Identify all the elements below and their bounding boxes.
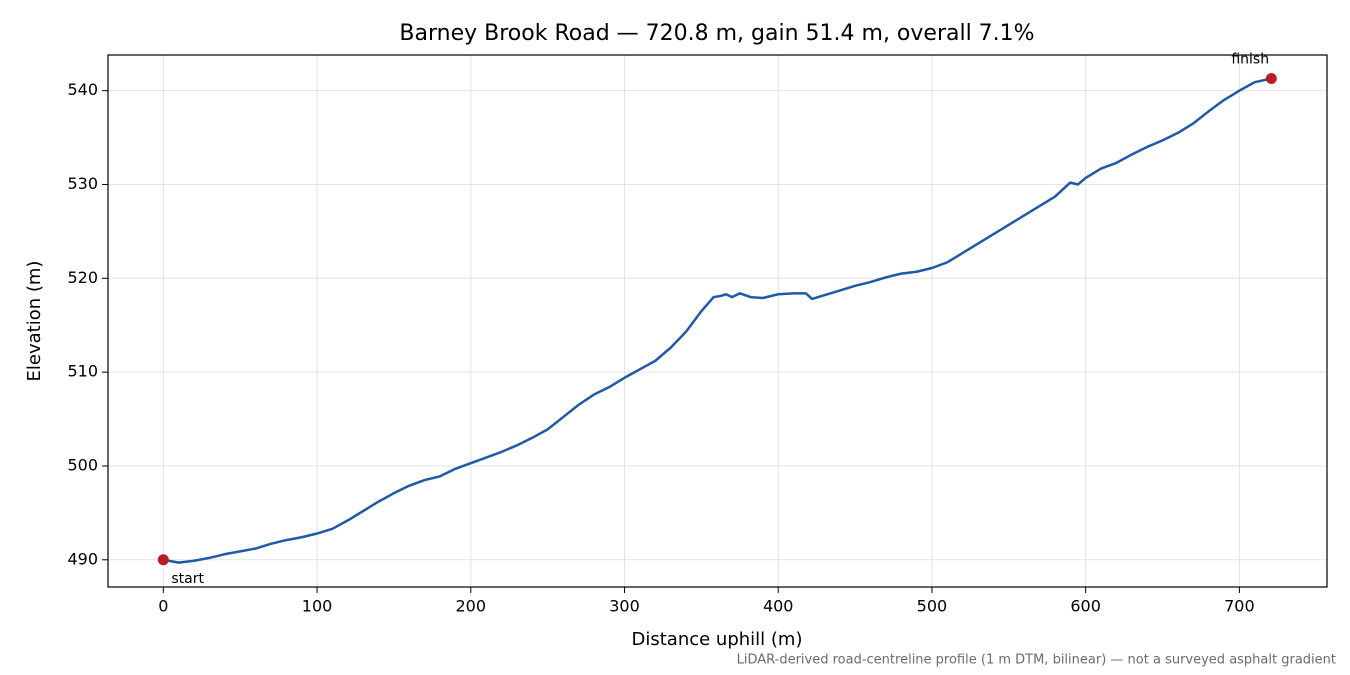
x-tick-label: 0: [158, 597, 168, 616]
chart-title: Barney Brook Road — 720.8 m, gain 51.4 m…: [399, 21, 1034, 46]
endpoint-marker: [1265, 72, 1277, 84]
y-tick-label: 530: [67, 174, 98, 193]
x-tick-label: 400: [763, 597, 794, 616]
footnote: LiDAR-derived road-centreline profile (1…: [737, 653, 1336, 668]
x-tick-label: 300: [609, 597, 640, 616]
x-axis-label: Distance uphill (m): [632, 629, 803, 650]
endpoint-marker: [157, 554, 169, 566]
x-tick-label: 500: [917, 597, 948, 616]
x-tick-label: 700: [1224, 597, 1255, 616]
x-tick-label: 100: [302, 597, 333, 616]
plot-frame: [107, 54, 1328, 588]
x-tick-label: 200: [456, 597, 487, 616]
x-tick-label: 600: [1070, 597, 1101, 616]
y-tick-label: 510: [67, 362, 98, 381]
y-tick-label: 540: [67, 80, 98, 99]
y-tick-label: 500: [67, 455, 98, 474]
y-tick-label: 490: [67, 549, 98, 568]
marker-label: start: [171, 571, 204, 587]
y-tick-label: 520: [67, 268, 98, 287]
elevation-line: [163, 77, 1272, 564]
y-axis-label: Elevation (m): [24, 261, 45, 382]
marker-label: finish: [1231, 51, 1269, 67]
